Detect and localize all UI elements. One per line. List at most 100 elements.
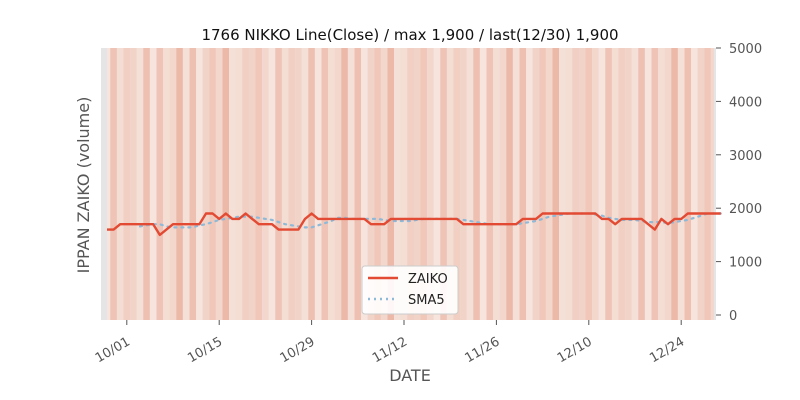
x-axis: 10/01 10/15 10/29 11/12 11/26 12/10 12/24 bbox=[93, 320, 687, 366]
y-tick-label: 5000 bbox=[729, 42, 762, 57]
x-tick-label: 10/01 bbox=[93, 334, 133, 366]
shade-band bbox=[446, 48, 454, 320]
legend-sma5-label: SMA5 bbox=[408, 293, 445, 308]
shade-band bbox=[677, 48, 685, 320]
shade-band bbox=[413, 48, 421, 320]
y-tick-label: 2000 bbox=[729, 202, 762, 217]
shade-band bbox=[354, 48, 362, 320]
x-tick-label: 11/12 bbox=[370, 334, 410, 366]
shade-band bbox=[242, 48, 249, 320]
shade-band bbox=[288, 48, 296, 320]
x-tick-label: 12/10 bbox=[555, 334, 595, 366]
y-axis: 0 1000 2000 3000 4000 5000 bbox=[716, 42, 762, 324]
shade-band bbox=[466, 48, 474, 320]
shade-band bbox=[176, 48, 183, 320]
shade-band bbox=[493, 48, 500, 320]
shade-band bbox=[196, 48, 203, 320]
shade-band bbox=[625, 48, 632, 320]
shade-band bbox=[328, 48, 335, 320]
shade-band bbox=[585, 48, 593, 320]
shade-band bbox=[215, 48, 223, 320]
y-tick-label: 3000 bbox=[729, 149, 762, 164]
shade-band bbox=[143, 48, 150, 320]
shade-band bbox=[433, 48, 441, 320]
shade-band bbox=[136, 48, 144, 320]
shade-band bbox=[420, 48, 428, 320]
shade-band bbox=[308, 48, 315, 320]
legend: ZAIKO SMA5 bbox=[361, 265, 459, 315]
shade-band bbox=[506, 48, 513, 320]
shade-band bbox=[684, 48, 692, 320]
legend-zaiko-label: ZAIKO bbox=[408, 272, 448, 287]
shade-band bbox=[671, 48, 678, 320]
shade-band bbox=[248, 48, 256, 320]
shade-band bbox=[631, 48, 639, 320]
x-tick-label: 10/15 bbox=[185, 334, 225, 366]
x-tick-label: 11/26 bbox=[462, 334, 502, 366]
shade-band bbox=[618, 48, 626, 320]
shade-band bbox=[479, 48, 487, 320]
y-tick-label: 4000 bbox=[729, 95, 762, 110]
shade-band bbox=[156, 48, 164, 320]
series-layer bbox=[107, 212, 722, 237]
shade-band bbox=[341, 48, 348, 320]
shade-band bbox=[704, 48, 711, 320]
shade-band bbox=[189, 48, 197, 320]
shade-band bbox=[275, 48, 282, 320]
shade-band bbox=[644, 48, 652, 320]
shade-band bbox=[638, 48, 645, 320]
shade-band bbox=[182, 48, 190, 320]
shade-band bbox=[107, 48, 111, 320]
shade-band bbox=[611, 48, 619, 320]
shade-band bbox=[691, 48, 698, 320]
shade-band bbox=[123, 48, 131, 320]
shade-band bbox=[400, 48, 408, 320]
shade-band bbox=[460, 48, 467, 320]
shade-band bbox=[268, 48, 276, 320]
shade-band bbox=[163, 48, 170, 320]
shade-band bbox=[374, 48, 381, 320]
shade-band bbox=[314, 48, 322, 320]
shade-band bbox=[367, 48, 375, 320]
shade-band bbox=[281, 48, 289, 320]
shade-band bbox=[552, 48, 560, 320]
shade-band bbox=[262, 48, 269, 320]
shade-band bbox=[605, 48, 612, 320]
shade-band bbox=[235, 48, 243, 320]
shade-band bbox=[440, 48, 447, 320]
shade-band bbox=[658, 48, 665, 320]
shade-band bbox=[592, 48, 599, 320]
shade-band bbox=[334, 48, 342, 320]
shade-band bbox=[387, 48, 395, 320]
shade-band bbox=[539, 48, 546, 320]
x-axis-label: DATE bbox=[389, 366, 431, 385]
shade-band bbox=[473, 48, 480, 320]
shade-band bbox=[209, 48, 216, 320]
shade-band bbox=[301, 48, 309, 320]
shade-band bbox=[486, 48, 494, 320]
shade-band bbox=[453, 48, 461, 320]
shade-band bbox=[572, 48, 579, 320]
shade-band bbox=[532, 48, 540, 320]
shade-band bbox=[664, 48, 672, 320]
shade-band bbox=[578, 48, 586, 320]
y-tick-label: 0 bbox=[729, 309, 737, 324]
shade-band bbox=[255, 48, 263, 320]
shade-band bbox=[545, 48, 553, 320]
x-tick-label: 10/29 bbox=[278, 334, 318, 366]
shade-band bbox=[130, 48, 137, 320]
shade-band bbox=[519, 48, 527, 320]
shade-band bbox=[526, 48, 533, 320]
shade-band bbox=[380, 48, 388, 320]
shade-band bbox=[229, 48, 236, 320]
shade-band bbox=[697, 48, 705, 320]
date-shading-bands bbox=[107, 48, 714, 320]
shade-band bbox=[202, 48, 210, 320]
shade-band bbox=[559, 48, 566, 320]
shade-band bbox=[169, 48, 177, 320]
shade-band bbox=[361, 48, 368, 320]
shade-band bbox=[295, 48, 302, 320]
series-zaiko-line bbox=[107, 212, 721, 237]
chart-title: 1766 NIKKO Line(Close) / max 1,900 / las… bbox=[201, 26, 618, 44]
